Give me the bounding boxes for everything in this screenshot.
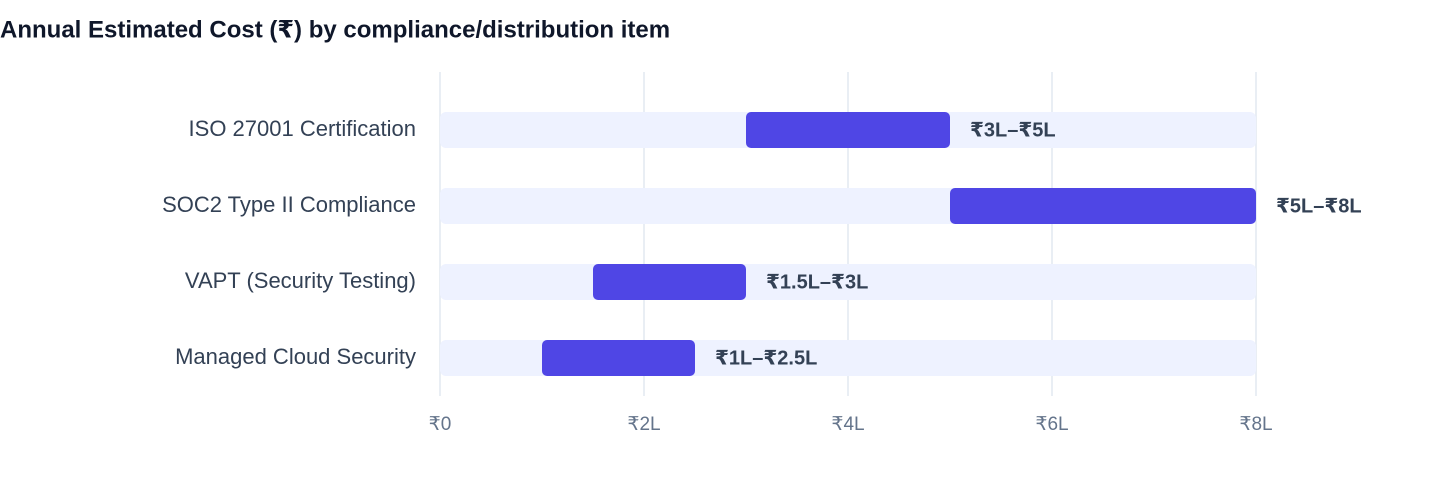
category-label: SOC2 Type II Compliance bbox=[162, 192, 416, 217]
range-bar bbox=[950, 188, 1256, 224]
category-label: ISO 27001 Certification bbox=[189, 116, 416, 141]
category-label: VAPT (Security Testing) bbox=[185, 268, 416, 293]
range-bar bbox=[593, 264, 746, 300]
value-label: ₹1L–₹2.5L bbox=[715, 347, 817, 369]
x-tick-label: ₹8L bbox=[1239, 414, 1272, 435]
x-tick-label: ₹2L bbox=[627, 414, 660, 435]
chart-title: Annual Estimated Cost (₹) by compliance/… bbox=[0, 16, 670, 43]
value-label: ₹1.5L–₹3L bbox=[766, 271, 868, 293]
x-tick-label: ₹0 bbox=[429, 414, 452, 435]
range-bar bbox=[746, 112, 950, 148]
value-label: ₹3L–₹5L bbox=[970, 119, 1056, 141]
x-tick-label: ₹4L bbox=[831, 414, 864, 435]
value-label: ₹5L–₹8L bbox=[1276, 195, 1362, 217]
range-bar bbox=[542, 340, 695, 376]
category-label: Managed Cloud Security bbox=[175, 344, 416, 369]
x-tick-label: ₹6L bbox=[1035, 414, 1068, 435]
